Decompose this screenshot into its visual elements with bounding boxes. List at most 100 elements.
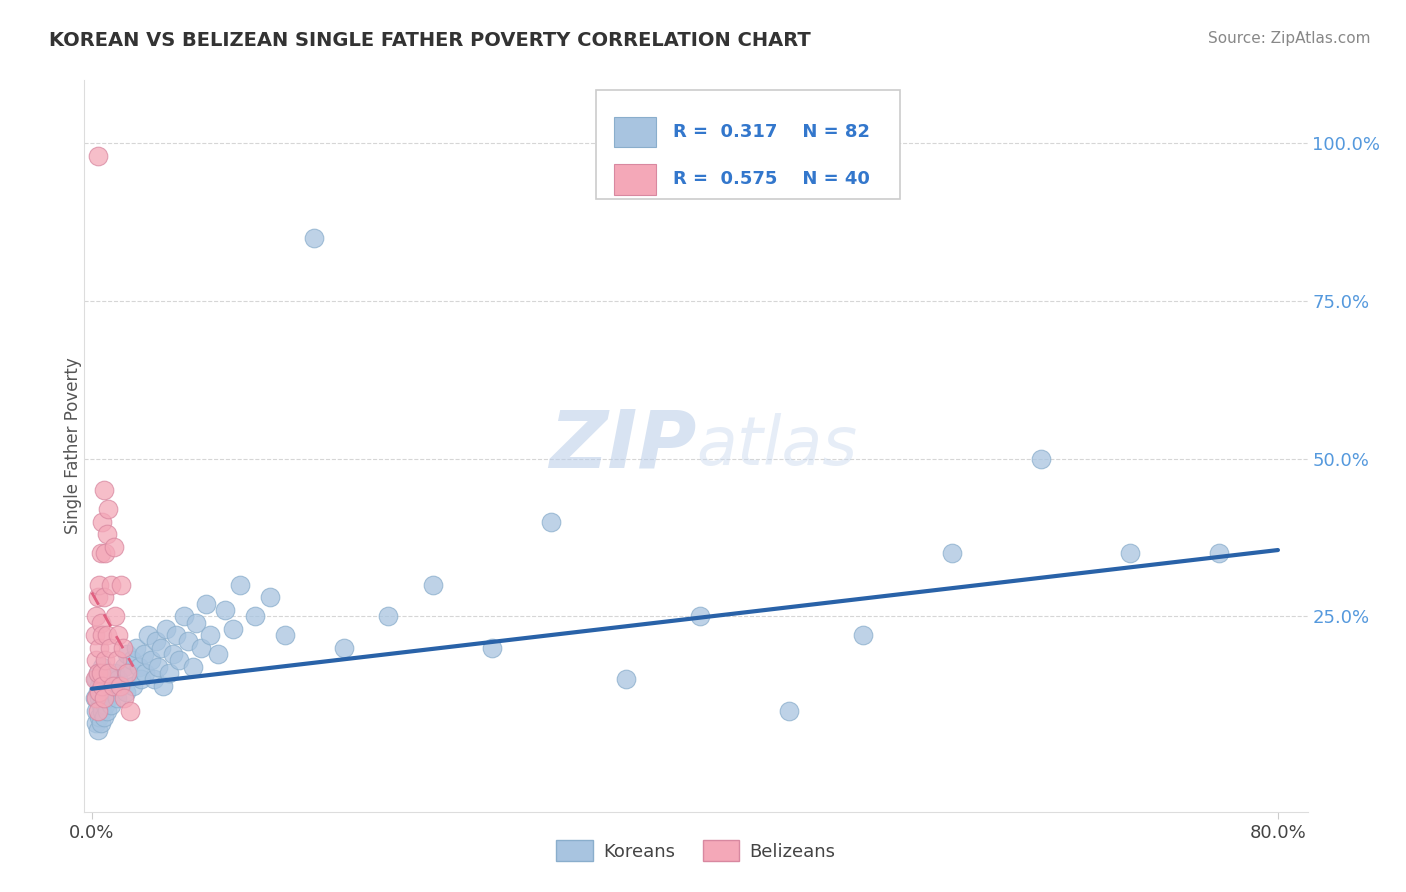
Point [214, 603, 236, 617]
Point [90, 716, 112, 731]
Point [302, 231, 325, 245]
Point [108, 679, 131, 693]
Point [94, 698, 117, 712]
Point [333, 640, 356, 655]
Point [104, 665, 127, 680]
Point [115, 685, 138, 699]
Point [96, 628, 118, 642]
Text: atlas: atlas [696, 413, 858, 479]
Point [98, 640, 121, 655]
Point [89, 578, 111, 592]
Point [103, 540, 125, 554]
Point [689, 609, 711, 624]
Point [86, 149, 108, 163]
Point [177, 634, 200, 648]
Point [377, 609, 399, 624]
Point [94, 546, 117, 560]
Point [1029, 451, 1052, 466]
Point [103, 685, 125, 699]
Point [91, 679, 114, 693]
Point [167, 653, 190, 667]
Point [540, 515, 562, 529]
Point [152, 679, 174, 693]
Point [83, 673, 105, 687]
Point [89, 685, 111, 699]
Point [107, 673, 129, 687]
Text: R =  0.317    N = 82: R = 0.317 N = 82 [672, 123, 870, 141]
Point [100, 698, 122, 712]
Point [117, 665, 139, 680]
Text: ZIP: ZIP [548, 407, 696, 485]
Point [97, 502, 120, 516]
Point [143, 673, 166, 687]
Point [96, 704, 118, 718]
Point [207, 647, 229, 661]
Point [422, 578, 444, 592]
Point [125, 640, 148, 655]
Point [84, 704, 107, 718]
Point [90, 698, 112, 712]
Point [614, 673, 637, 687]
Point [128, 659, 150, 673]
Point [91, 659, 114, 673]
Point [117, 647, 139, 661]
Point [86, 665, 108, 680]
Legend: Koreans, Belizeans: Koreans, Belizeans [550, 833, 842, 869]
Point [132, 647, 155, 661]
Point [120, 704, 142, 718]
Point [93, 691, 115, 706]
Point [105, 691, 128, 706]
Point [112, 691, 135, 706]
Point [110, 679, 132, 693]
Point [93, 591, 115, 605]
Point [86, 685, 108, 699]
Point [157, 665, 180, 680]
Point [194, 597, 217, 611]
Point [148, 659, 170, 673]
Point [122, 679, 145, 693]
Point [96, 527, 118, 541]
Point [941, 546, 963, 560]
Point [139, 653, 162, 667]
Point [118, 665, 141, 680]
Point [84, 691, 107, 706]
Point [90, 673, 112, 687]
Point [243, 609, 266, 624]
Point [181, 659, 204, 673]
Point [107, 628, 129, 642]
Point [91, 628, 114, 642]
Point [273, 628, 295, 642]
Point [101, 679, 124, 693]
Point [259, 591, 281, 605]
Point [1118, 546, 1140, 560]
Point [93, 483, 115, 497]
Point [98, 673, 121, 687]
Point [111, 640, 134, 655]
Point [89, 640, 111, 655]
Point [83, 628, 105, 642]
Point [200, 628, 222, 642]
Point [129, 673, 152, 687]
Point [91, 704, 114, 718]
Point [96, 685, 118, 699]
Point [90, 546, 112, 560]
Point [481, 640, 503, 655]
Point [84, 609, 107, 624]
Point [89, 679, 111, 693]
FancyBboxPatch shape [614, 117, 655, 147]
Point [852, 628, 875, 642]
Point [136, 628, 159, 642]
Point [221, 622, 243, 636]
Point [145, 634, 167, 648]
Point [165, 628, 187, 642]
Point [104, 609, 127, 624]
Point [90, 665, 112, 680]
Point [94, 653, 117, 667]
FancyBboxPatch shape [596, 90, 900, 199]
Point [173, 609, 195, 624]
Point [97, 691, 120, 706]
Point [121, 653, 143, 667]
Point [84, 716, 107, 731]
Point [86, 591, 108, 605]
Point [90, 615, 112, 630]
